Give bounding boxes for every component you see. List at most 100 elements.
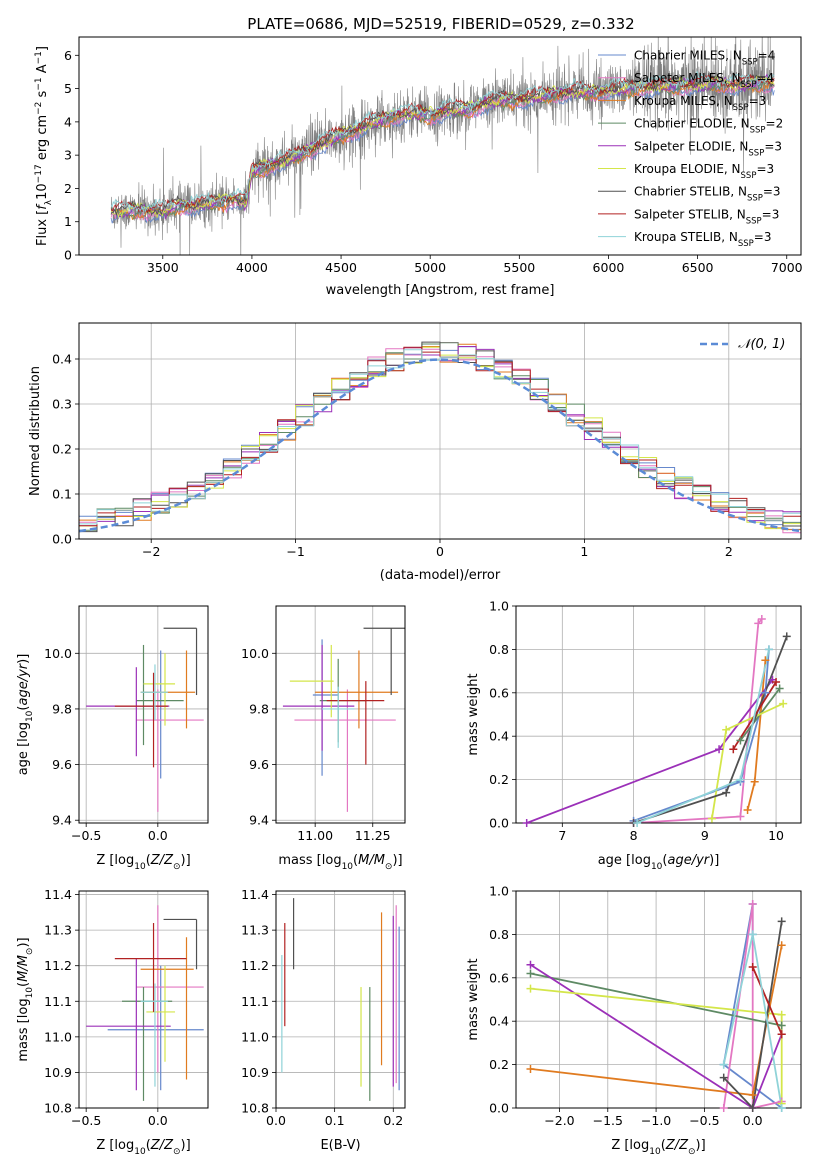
histogram-8 — [79, 349, 801, 525]
weight-line-4 — [530, 964, 783, 1108]
x-axis-label: age [log10(age/yr)] — [598, 853, 720, 872]
y-tick-label: 11.0 — [241, 1029, 269, 1044]
y-tick-label: 0.1 — [52, 487, 72, 502]
weight-marker — [522, 819, 531, 827]
legend-sub: SSP — [750, 126, 766, 136]
panel-age-vs-Z: −0.5 0.09.49.69.810.0Z [log10(Z/Z⊙)]age [… — [16, 605, 209, 872]
y-tick-label: 1.0 — [489, 599, 509, 614]
y-axis-label: mass [log10(M/M⊙)] — [16, 937, 35, 1061]
y-tick-label: 0.4 — [489, 729, 509, 744]
label-part: M/M — [358, 853, 385, 868]
x-tick-label: 4500 — [325, 260, 357, 275]
figure-title: PLATE=0686, MJD=52519, FIBERID=0529, z=0… — [247, 15, 634, 33]
y-axis-label: Normed distribution — [28, 366, 43, 496]
legend-entry: Kroupa ELODIE, NSSP=3 — [634, 162, 774, 181]
axes-front: 11.00 11.25 9.4 9.6 9.8 10.0 mass [log10(M/M⊙)… — [241, 605, 406, 872]
label-part: erg cm — [35, 115, 50, 164]
legend-text: Kroupa ELODIE, N — [634, 162, 741, 176]
panel-age-vs-mass: 11.00 11.25 9.4 9.6 9.8 10.0 mass [log10(M/M⊙)… — [241, 605, 406, 872]
label-part: ⊙ — [385, 862, 393, 872]
legend-text: Kroupa MILES, N — [634, 94, 733, 108]
x-tick-label: 0.0 — [266, 1113, 286, 1128]
y-tick-label: 1.0 — [489, 884, 509, 899]
y-axis-label: mass weight — [466, 673, 481, 755]
axes-frame — [515, 890, 802, 1109]
weight-marker — [526, 960, 535, 969]
weight-marker — [736, 736, 745, 745]
axes-front: −2 −1 0 1 2 0.0 0.1 0.2 0.3 0.4 𝒩(0, 1) (data-model… — [28, 322, 802, 583]
y-tick-label: 3 — [64, 148, 72, 163]
label-part: −1 — [34, 51, 44, 64]
x-tick-label: 6000 — [593, 260, 625, 275]
weight-marker — [750, 777, 759, 786]
plot-area — [86, 905, 204, 1101]
y-tick-label: 11.1 — [241, 994, 269, 1009]
y-tick-label: 6 — [64, 48, 72, 63]
label-part: 10 — [134, 862, 146, 872]
y-tick-label: 9.6 — [249, 757, 269, 772]
label-part: age/yr — [667, 853, 710, 868]
weight-line-1 — [722, 903, 782, 1108]
legend-entry: Chabrier MILES, NSSP=4 — [634, 49, 775, 68]
label-part: age/yr — [16, 662, 31, 705]
y-tick-label: 9.4 — [52, 813, 72, 828]
legend-entry: Salpeter STELIB, NSSP=3 — [634, 207, 779, 226]
weight-marker — [729, 745, 738, 754]
x-tick-label: −0.5 — [71, 828, 101, 843]
legend-text: Chabrier ELODIE, N — [634, 117, 750, 131]
label-part: )] — [16, 937, 31, 947]
weight-marker — [748, 962, 757, 971]
legend-text: Salpeter ELODIE, N — [634, 139, 748, 153]
weight-line-3 — [530, 972, 782, 1027]
legend-entry: Kroupa MILES, NSSP=3 — [634, 94, 766, 113]
label-part: 10 — [134, 1147, 146, 1157]
label-part: ⊙ — [688, 1147, 696, 1157]
axes-frame — [275, 605, 406, 824]
y-tick-label: 11.2 — [241, 958, 269, 973]
y-tick-label: 0.6 — [489, 685, 509, 700]
legend-text: =3 — [762, 207, 780, 221]
weight-marker — [777, 941, 786, 950]
axes-front: −2.0 −1.5 −1.0 −0.5 0.0 0.0 0.2 0.4 0.6 0.8 1.0 Z [… — [466, 884, 802, 1157]
weight-line-7 — [751, 966, 783, 1035]
x-tick-label: 5000 — [414, 260, 446, 275]
x-tick-label: 8 — [630, 828, 638, 843]
y-tick-label: 11.3 — [44, 923, 72, 938]
x-tick-label: 6500 — [682, 260, 714, 275]
weight-marker — [719, 1073, 728, 1082]
x-tick-label: −0.5 — [689, 1113, 719, 1128]
axes-front: 0.0 0.1 0.2 10.8 10.9 11.0 11.1 11.2 11.3 11.4 E(B… — [241, 887, 406, 1153]
axes-frame — [78, 605, 209, 824]
legend-entry: Salpeter ELODIE, NSSP=3 — [634, 139, 782, 158]
y-tick-label: 0.6 — [489, 970, 509, 985]
x-tick-label: −2.0 — [544, 1113, 574, 1128]
y-tick-label: 5 — [64, 81, 72, 96]
panel-spectrum: 3500 4000 4500 5000 5500 6000 6500 7000 0 1 2 3 4 5 6 C… — [34, 36, 803, 298]
x-tick-label: 4000 — [236, 260, 268, 275]
weight-marker — [772, 677, 781, 686]
weight-marker — [719, 1104, 728, 1112]
weight-line-6 — [723, 921, 783, 1108]
weight-marker — [748, 1090, 757, 1099]
legend-sub: SSP — [738, 239, 754, 249]
x-axis-label: mass [log10(M/M⊙)] — [278, 853, 402, 872]
x-tick-label: 0.1 — [325, 1113, 345, 1128]
x-tick-label: 5500 — [503, 260, 535, 275]
label-part: −1 — [34, 77, 44, 90]
weight-line-4 — [526, 679, 774, 823]
label-part: )] — [181, 1138, 191, 1153]
label-part: 10 — [25, 710, 35, 722]
label-part: Z/Z — [150, 853, 174, 868]
panel-weight-vs-Z: −2.0 −1.5 −1.0 −0.5 0.0 0.0 0.2 0.4 0.6 0.8 1.0 Z [… — [466, 884, 802, 1157]
x-tick-label: 7 — [558, 828, 566, 843]
x-axis-label: wavelength [Angstrom, rest frame] — [326, 283, 555, 298]
weight-marker — [722, 725, 731, 734]
y-axis-label: mass weight — [466, 958, 481, 1040]
label-part: 10 — [649, 1147, 661, 1157]
weight-marker — [736, 812, 745, 821]
weight-marker — [748, 900, 757, 909]
y-tick-label: 0.2 — [489, 1057, 509, 1072]
weight-marker — [526, 969, 535, 978]
